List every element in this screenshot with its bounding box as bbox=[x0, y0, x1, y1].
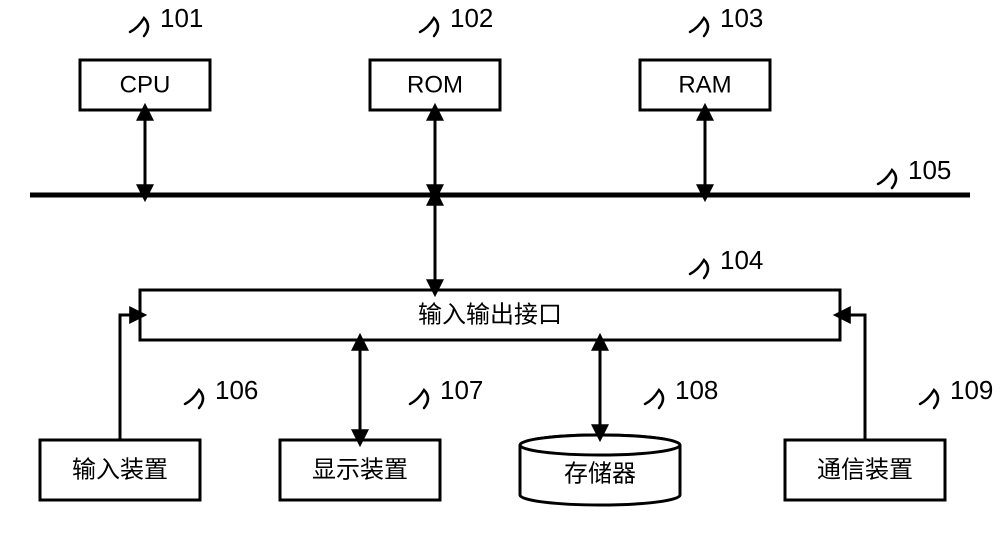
ref-label: 107 bbox=[440, 375, 483, 405]
ref-squiggle bbox=[690, 18, 708, 36]
arrow-input-io bbox=[120, 315, 140, 440]
ref-label: 106 bbox=[215, 375, 258, 405]
ref-squiggle bbox=[878, 170, 896, 188]
ref-squiggle bbox=[420, 18, 438, 36]
ref-squiggle bbox=[410, 390, 428, 408]
ref-squiggle bbox=[920, 390, 938, 408]
ref-label: 103 bbox=[720, 3, 763, 33]
storage-label: 存储器 bbox=[564, 460, 636, 487]
ref-label: 102 bbox=[450, 3, 493, 33]
ref-label: 109 bbox=[950, 375, 993, 405]
storage-cylinder-top bbox=[520, 435, 680, 455]
cpu-label: CPU bbox=[120, 71, 171, 98]
ref-squiggle bbox=[690, 260, 708, 278]
ref-label: 105 bbox=[908, 155, 951, 185]
ram-label: RAM bbox=[678, 71, 731, 98]
ref-label: 104 bbox=[720, 245, 763, 275]
ref-label: 108 bbox=[675, 375, 718, 405]
comm-label: 通信装置 bbox=[817, 456, 913, 483]
display-label: 显示装置 bbox=[312, 456, 408, 483]
ref-squiggle bbox=[645, 390, 663, 408]
block-diagram: CPU 101 ROM 102 RAM 103 输入输出接口 104 输入装置 106 显示装置 10… bbox=[0, 0, 1000, 543]
arrow-comm-io bbox=[840, 315, 865, 440]
ref-squiggle bbox=[185, 390, 203, 408]
ref-squiggle bbox=[130, 18, 148, 36]
io-label: 输入输出接口 bbox=[418, 301, 562, 328]
input-label: 输入装置 bbox=[72, 456, 168, 483]
rom-label: ROM bbox=[407, 71, 463, 98]
ref-label: 101 bbox=[160, 3, 203, 33]
